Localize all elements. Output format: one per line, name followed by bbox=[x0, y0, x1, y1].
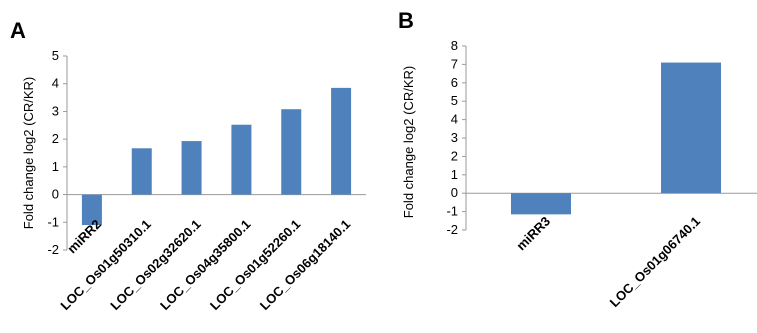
y-tick-label: -1 bbox=[446, 204, 458, 219]
bar bbox=[231, 124, 252, 195]
bar bbox=[661, 62, 721, 194]
bar bbox=[331, 87, 352, 195]
y-tick-label: -2 bbox=[446, 222, 458, 237]
y-tick-label: 0 bbox=[52, 187, 59, 202]
panel-letter-b: B bbox=[398, 8, 414, 33]
y-tick-label: 0 bbox=[451, 185, 458, 200]
bar bbox=[511, 193, 571, 215]
chart-panel-b: B Fold change log2 (CR/KR) 8 7 6 5 4 3 2 1 0 -1 -2… bbox=[398, 8, 757, 310]
y-tick-label: 2 bbox=[451, 148, 458, 163]
bar bbox=[281, 109, 302, 195]
y-tick-label: 1 bbox=[52, 159, 59, 174]
y-tick-label: -2 bbox=[47, 242, 59, 257]
y-tick-label: 5 bbox=[451, 93, 458, 108]
category-labels-b: miRR3 LOC_Os01g06740.1 bbox=[513, 214, 703, 310]
y-ticks-a: 5 4 3 2 1 0 -1 -2 bbox=[47, 48, 67, 257]
y-tick-label: 2 bbox=[52, 131, 59, 146]
bar bbox=[181, 141, 202, 195]
bars-b bbox=[511, 62, 721, 215]
chart-panel-a: A Fold change log2 (CR/KR) 5 4 3 2 1 0 -1 -2 mi… bbox=[10, 18, 366, 313]
bar bbox=[131, 148, 152, 195]
y-tick-label: 1 bbox=[451, 167, 458, 182]
y-tick-label: 5 bbox=[52, 48, 59, 63]
y-tick-label: 3 bbox=[52, 103, 59, 118]
y-ticks-b: 8 7 6 5 4 3 2 1 0 -1 -2 bbox=[446, 38, 466, 237]
category-label: LOC_Os04g35800.1 bbox=[157, 217, 253, 313]
y-tick-label: 4 bbox=[451, 112, 458, 127]
y-tick-label: 7 bbox=[451, 56, 458, 71]
y-tick-label: 6 bbox=[451, 75, 458, 90]
category-label: LOC_Os06g18140.1 bbox=[257, 217, 353, 313]
category-label: miRR3 bbox=[513, 214, 553, 254]
y-tick-label: 8 bbox=[451, 38, 458, 53]
category-label: LOC_Os01g06740.1 bbox=[607, 214, 703, 310]
y-axis-label-a: Fold change log2 (CR/KR) bbox=[21, 77, 36, 229]
bars-a bbox=[81, 87, 352, 226]
category-label: LOC_Os01g50310.1 bbox=[57, 217, 153, 313]
y-axis-label-b: Fold change log2 (CR/KR) bbox=[401, 66, 416, 218]
y-tick-label: 3 bbox=[451, 130, 458, 145]
panel-letter-a: A bbox=[10, 18, 26, 43]
bar bbox=[81, 194, 102, 226]
category-label: LOC_Os01g52260.1 bbox=[207, 217, 303, 313]
category-label: LOC_Os02g32620.1 bbox=[107, 217, 203, 313]
y-tick-label: 4 bbox=[52, 76, 59, 91]
category-labels-a: miRR2LOC_Os01g50310.1LOC_Os02g32620.1LOC… bbox=[57, 217, 353, 313]
y-tick-label: -1 bbox=[47, 214, 59, 229]
